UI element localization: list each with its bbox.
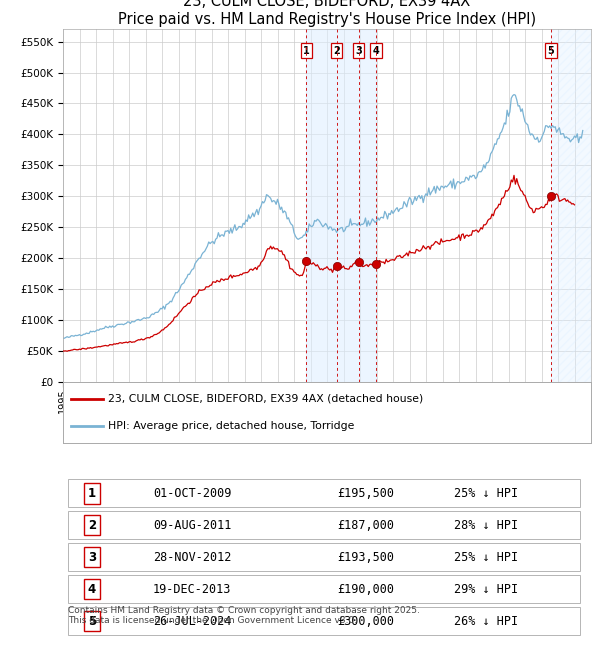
Text: 25% ↓ HPI: 25% ↓ HPI <box>454 551 518 564</box>
FancyBboxPatch shape <box>68 512 580 540</box>
Bar <box>551 29 591 382</box>
Text: 5: 5 <box>88 614 96 627</box>
Text: 09-AUG-2011: 09-AUG-2011 <box>153 519 231 532</box>
Text: £190,000: £190,000 <box>338 582 395 595</box>
Text: 01-OCT-2009: 01-OCT-2009 <box>153 487 231 500</box>
FancyBboxPatch shape <box>68 543 580 571</box>
Text: 5: 5 <box>548 46 554 56</box>
Text: 19-DEC-2013: 19-DEC-2013 <box>153 582 231 595</box>
Text: 1: 1 <box>88 487 96 500</box>
Text: 26% ↓ HPI: 26% ↓ HPI <box>454 614 518 627</box>
Text: 23, CULM CLOSE, BIDEFORD, EX39 4AX (detached house): 23, CULM CLOSE, BIDEFORD, EX39 4AX (deta… <box>108 394 423 404</box>
Text: 2: 2 <box>333 46 340 56</box>
Text: 3: 3 <box>88 551 96 564</box>
FancyBboxPatch shape <box>68 575 580 603</box>
Text: 4: 4 <box>373 46 379 56</box>
Text: HPI: Average price, detached house, Torridge: HPI: Average price, detached house, Torr… <box>108 421 354 430</box>
Text: 4: 4 <box>88 582 96 595</box>
FancyBboxPatch shape <box>68 607 580 635</box>
Text: 28-NOV-2012: 28-NOV-2012 <box>153 551 231 564</box>
Text: 25% ↓ HPI: 25% ↓ HPI <box>454 487 518 500</box>
Text: 28% ↓ HPI: 28% ↓ HPI <box>454 519 518 532</box>
Bar <box>307 29 376 382</box>
Text: Contains HM Land Registry data © Crown copyright and database right 2025.
This d: Contains HM Land Registry data © Crown c… <box>68 606 420 625</box>
Text: 3: 3 <box>355 46 362 56</box>
Text: £187,000: £187,000 <box>338 519 395 532</box>
Text: 26-JUL-2024: 26-JUL-2024 <box>153 614 231 627</box>
Text: £193,500: £193,500 <box>338 551 395 564</box>
Text: £195,500: £195,500 <box>338 487 395 500</box>
Text: 29% ↓ HPI: 29% ↓ HPI <box>454 582 518 595</box>
Text: 2: 2 <box>88 519 96 532</box>
Text: £300,000: £300,000 <box>338 614 395 627</box>
Text: 1: 1 <box>303 46 310 56</box>
Title: 23, CULM CLOSE, BIDEFORD, EX39 4AX
Price paid vs. HM Land Registry's House Price: 23, CULM CLOSE, BIDEFORD, EX39 4AX Price… <box>118 0 536 27</box>
FancyBboxPatch shape <box>68 480 580 508</box>
